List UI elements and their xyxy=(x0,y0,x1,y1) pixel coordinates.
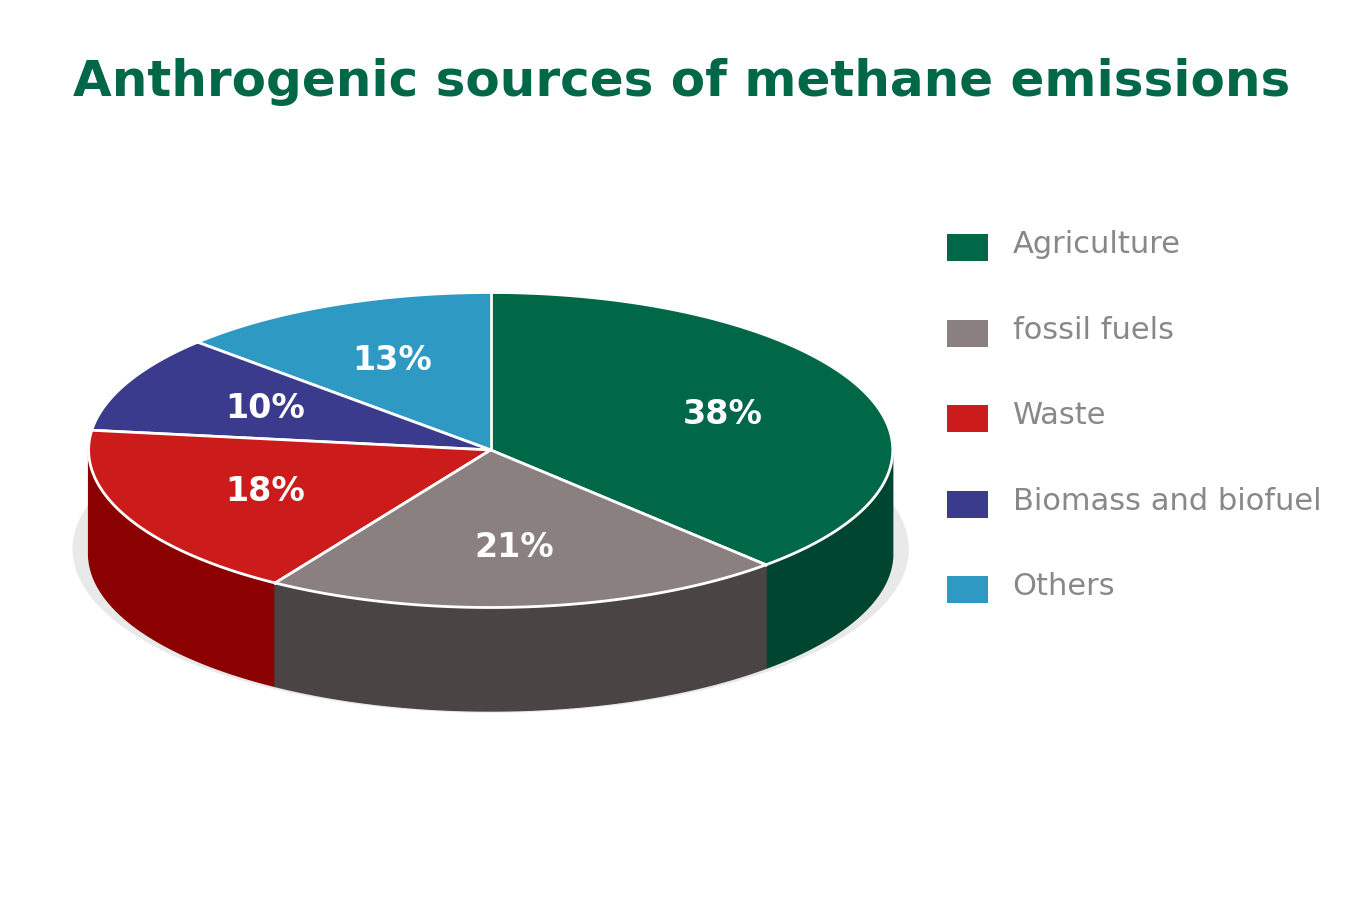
Polygon shape xyxy=(198,292,491,450)
Polygon shape xyxy=(275,450,491,687)
Text: Biomass and biofuel: Biomass and biofuel xyxy=(1013,487,1321,516)
Text: Others: Others xyxy=(1013,572,1115,601)
Text: Waste: Waste xyxy=(1013,401,1107,430)
Polygon shape xyxy=(275,565,766,711)
Polygon shape xyxy=(89,430,491,583)
Bar xyxy=(947,491,988,518)
Text: 18%: 18% xyxy=(225,475,305,508)
Text: 21%: 21% xyxy=(474,531,553,563)
Bar xyxy=(947,320,988,346)
Ellipse shape xyxy=(72,385,909,713)
Bar xyxy=(947,405,988,432)
Polygon shape xyxy=(89,450,275,687)
Text: 10%: 10% xyxy=(225,392,305,425)
Polygon shape xyxy=(275,450,491,687)
Text: Agriculture: Agriculture xyxy=(1013,230,1180,259)
Polygon shape xyxy=(491,450,766,669)
Polygon shape xyxy=(491,292,893,565)
Bar xyxy=(947,234,988,261)
Text: fossil fuels: fossil fuels xyxy=(1013,316,1174,345)
Ellipse shape xyxy=(89,396,893,711)
Text: Anthrogenic sources of methane emissions: Anthrogenic sources of methane emissions xyxy=(72,58,1291,106)
Polygon shape xyxy=(275,450,766,608)
Bar xyxy=(947,576,988,603)
Polygon shape xyxy=(91,342,491,450)
Text: 13%: 13% xyxy=(352,344,432,377)
Polygon shape xyxy=(491,450,766,669)
Text: 38%: 38% xyxy=(683,398,762,430)
Polygon shape xyxy=(766,454,893,669)
